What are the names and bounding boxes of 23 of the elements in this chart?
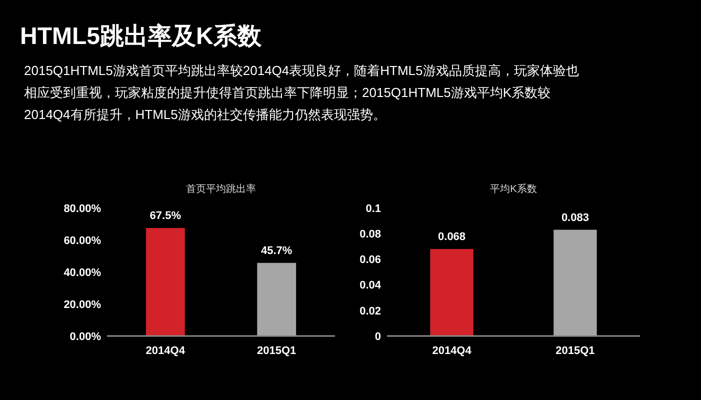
text: 2015Q1HTML5游戏首页平均跳出率较2014Q4表现良好，随着HTML5游戏品质提高，玩家体验也相应受到重视，玩家粘度的提升使得首页跳出率下降明显；2015Q1HTML5游戏平均K系数较2014Q4有所提升，HTML5游戏的社交传播能力仍然表现强势。: [24, 62, 580, 124]
y-tick-label: 40.00%: [64, 266, 102, 279]
data-label: 0.083: [561, 212, 589, 224]
y-tick-label: 0.1: [366, 202, 381, 215]
chart-title: 平均K系数: [490, 183, 537, 195]
y-tick-label: 0.04: [360, 280, 382, 292]
chart-title: 首页平均跳出率: [186, 183, 256, 195]
data-label: 45.7%: [261, 244, 292, 257]
y-tick-label: 80.00%: [64, 202, 102, 215]
y-tick-label: 20.00%: [64, 298, 102, 311]
y-tick-label: 0.00%: [70, 330, 102, 343]
y-tick-label: 0: [374, 330, 381, 343]
x-tick-label: 2015Q1: [556, 345, 595, 357]
y-tick-label: 0.06: [360, 254, 381, 266]
text: HTML5跳出率及K系数: [20, 22, 262, 52]
data-label: 67.5%: [150, 210, 182, 222]
y-tick-label: 0.02: [360, 305, 381, 318]
x-tick-label: 2014Q4: [432, 345, 472, 357]
y-tick-label: 0.08: [360, 228, 381, 240]
x-tick-label: 2015Q1: [257, 345, 296, 357]
data-label: 0.068: [438, 230, 466, 243]
y-tick-label: 60.00%: [64, 234, 102, 247]
x-tick-label: 2014Q4: [146, 345, 186, 357]
